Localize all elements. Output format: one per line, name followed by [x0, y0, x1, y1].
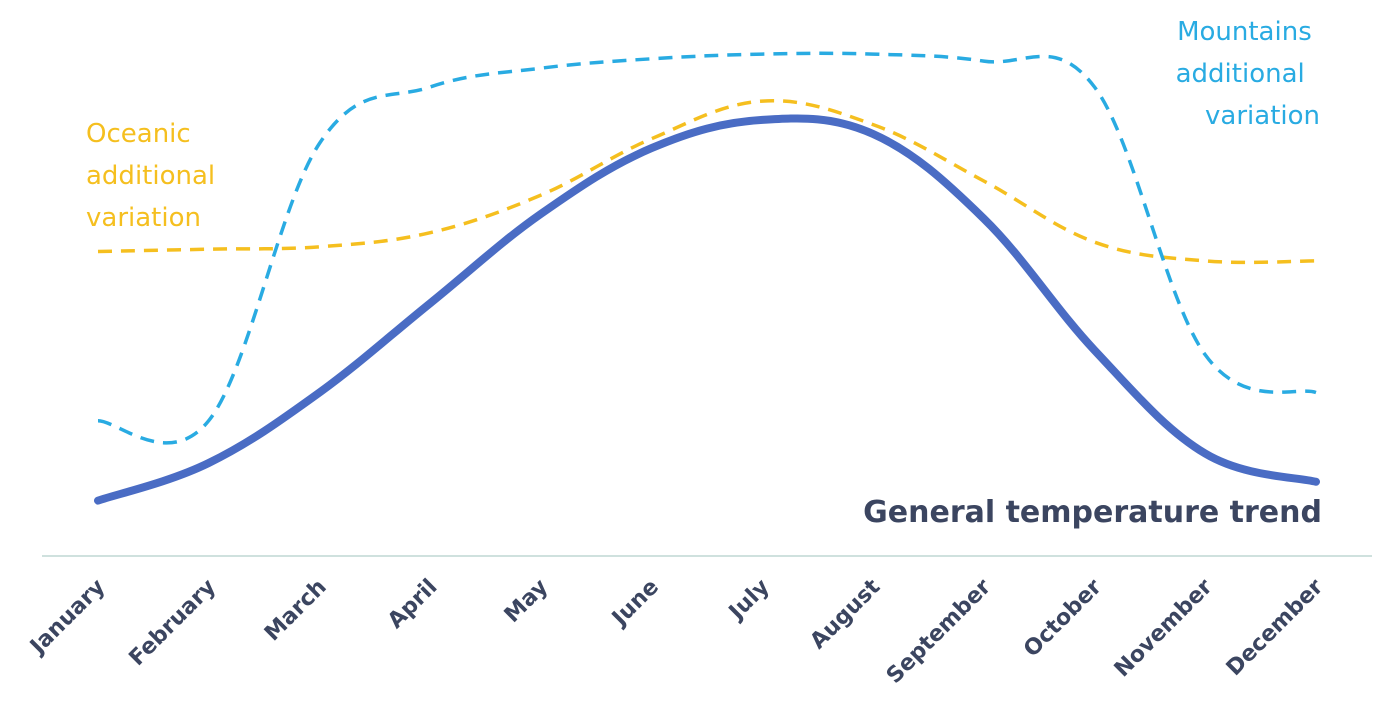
oceanic-label-line-2: additional — [86, 161, 215, 191]
general-trend-label: General temperature trend — [863, 495, 1322, 530]
x-tick-label-october: October — [1019, 574, 1107, 662]
series-line-general-temperature-trend — [94, 114, 1320, 505]
oceanic-label-line-3: variation — [86, 203, 201, 233]
oceanic-label-line-1: Oceanic — [86, 119, 191, 149]
series-line-oceanic-additional-variation — [97, 99, 1317, 265]
x-axis-ticks: January February March April May June July Augu… — [24, 574, 1328, 688]
x-tick-label-june: June — [606, 575, 664, 633]
x-tick-label-september: September — [882, 574, 996, 688]
x-tick-label-april: April — [383, 575, 442, 634]
x-tick-label-august: August — [806, 574, 886, 654]
x-tick-label-may: May — [500, 575, 553, 628]
mountains-label: Mountains additional variation — [1176, 17, 1320, 131]
series-line-mountains-additional-variation — [97, 51, 1317, 445]
x-tick-label-july: July — [723, 575, 774, 626]
oceanic-label: Oceanic additional variation — [86, 119, 223, 233]
x-tick-label-december: December — [1222, 574, 1329, 681]
x-tick-label-november: November — [1110, 574, 1218, 682]
mountains-label-line-2: additional — [1176, 59, 1305, 89]
plot-area — [94, 51, 1320, 505]
x-tick-label-february: February — [125, 575, 221, 671]
x-tick-label-january: January — [24, 575, 110, 661]
x-tick-label-march: March — [260, 575, 332, 647]
mountains-label-line-3: variation — [1205, 101, 1320, 131]
mountains-label-line-1: Mountains — [1177, 17, 1312, 47]
